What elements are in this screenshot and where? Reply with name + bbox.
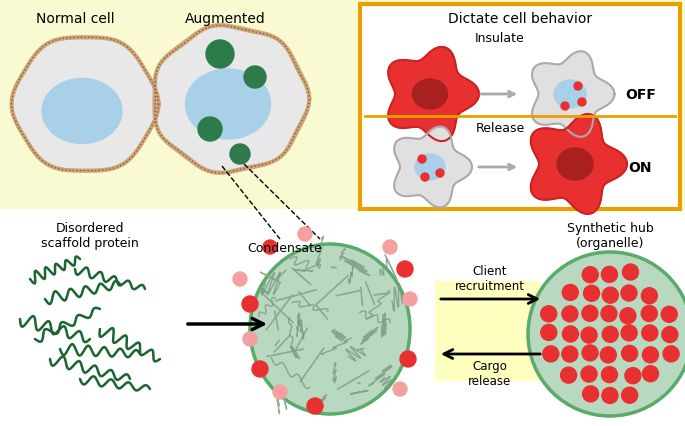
Circle shape	[621, 345, 638, 362]
Circle shape	[561, 103, 569, 111]
Circle shape	[578, 99, 586, 107]
Circle shape	[206, 41, 234, 69]
Circle shape	[562, 346, 578, 362]
Circle shape	[643, 366, 658, 382]
Polygon shape	[532, 52, 614, 138]
Circle shape	[242, 296, 258, 312]
Circle shape	[393, 382, 407, 396]
Text: Client
recruitment: Client recruitment	[455, 265, 525, 292]
Circle shape	[582, 345, 598, 361]
Circle shape	[601, 267, 617, 283]
Text: ON: ON	[628, 161, 651, 175]
Circle shape	[562, 285, 578, 301]
Circle shape	[641, 288, 658, 304]
Text: Release: Release	[475, 122, 525, 135]
Circle shape	[601, 306, 617, 322]
Polygon shape	[531, 115, 627, 214]
Circle shape	[273, 385, 287, 399]
Circle shape	[418, 155, 426, 164]
Text: Augmented: Augmented	[185, 12, 265, 26]
Circle shape	[642, 325, 658, 341]
Circle shape	[421, 173, 429, 181]
Circle shape	[562, 326, 578, 342]
Circle shape	[582, 305, 598, 322]
Circle shape	[602, 326, 618, 343]
Circle shape	[581, 366, 597, 382]
Circle shape	[621, 325, 637, 341]
Text: Normal cell: Normal cell	[36, 12, 114, 26]
Text: Synthetic hub
(organelle): Synthetic hub (organelle)	[566, 222, 653, 249]
Text: Cargo
release: Cargo release	[469, 359, 512, 387]
Circle shape	[230, 145, 250, 164]
Circle shape	[562, 306, 578, 322]
Circle shape	[383, 240, 397, 254]
Circle shape	[543, 346, 559, 362]
Polygon shape	[388, 48, 479, 142]
Circle shape	[397, 262, 413, 277]
Circle shape	[298, 227, 312, 242]
Circle shape	[584, 285, 599, 302]
Circle shape	[243, 332, 257, 346]
Circle shape	[602, 288, 619, 303]
Circle shape	[583, 386, 599, 402]
Circle shape	[244, 67, 266, 89]
Circle shape	[620, 308, 636, 324]
Circle shape	[403, 292, 417, 306]
Circle shape	[528, 253, 685, 416]
Circle shape	[198, 118, 222, 142]
Text: Condensate: Condensate	[247, 242, 323, 254]
Ellipse shape	[250, 245, 410, 414]
Ellipse shape	[42, 79, 122, 144]
Circle shape	[621, 285, 637, 301]
FancyBboxPatch shape	[360, 5, 680, 210]
Circle shape	[252, 361, 268, 377]
Polygon shape	[394, 127, 472, 208]
Ellipse shape	[186, 70, 271, 140]
Text: OFF: OFF	[625, 88, 656, 102]
Circle shape	[560, 367, 577, 383]
Polygon shape	[12, 38, 158, 171]
Circle shape	[661, 307, 677, 322]
Circle shape	[643, 347, 658, 363]
FancyBboxPatch shape	[0, 210, 685, 426]
Circle shape	[436, 170, 444, 178]
Circle shape	[540, 306, 557, 322]
Circle shape	[622, 387, 638, 403]
Circle shape	[663, 346, 679, 362]
Circle shape	[625, 368, 641, 384]
Ellipse shape	[412, 80, 447, 110]
Circle shape	[574, 83, 582, 91]
Circle shape	[662, 327, 678, 343]
Circle shape	[233, 272, 247, 286]
Circle shape	[641, 306, 657, 322]
Circle shape	[540, 325, 557, 341]
Ellipse shape	[557, 149, 593, 181]
Circle shape	[307, 398, 323, 414]
Circle shape	[400, 351, 416, 367]
Circle shape	[581, 327, 597, 343]
Ellipse shape	[554, 81, 586, 109]
Circle shape	[582, 267, 598, 283]
Text: Disordered
scaffold protein: Disordered scaffold protein	[41, 222, 139, 249]
Ellipse shape	[415, 155, 445, 181]
Circle shape	[263, 240, 277, 254]
Circle shape	[601, 367, 617, 383]
Circle shape	[602, 388, 618, 403]
Circle shape	[600, 347, 616, 363]
Polygon shape	[154, 26, 309, 173]
Circle shape	[623, 265, 638, 280]
Text: Insulate: Insulate	[475, 32, 525, 45]
FancyBboxPatch shape	[0, 0, 685, 210]
FancyBboxPatch shape	[435, 281, 540, 381]
Text: Dictate cell behavior: Dictate cell behavior	[448, 12, 592, 26]
